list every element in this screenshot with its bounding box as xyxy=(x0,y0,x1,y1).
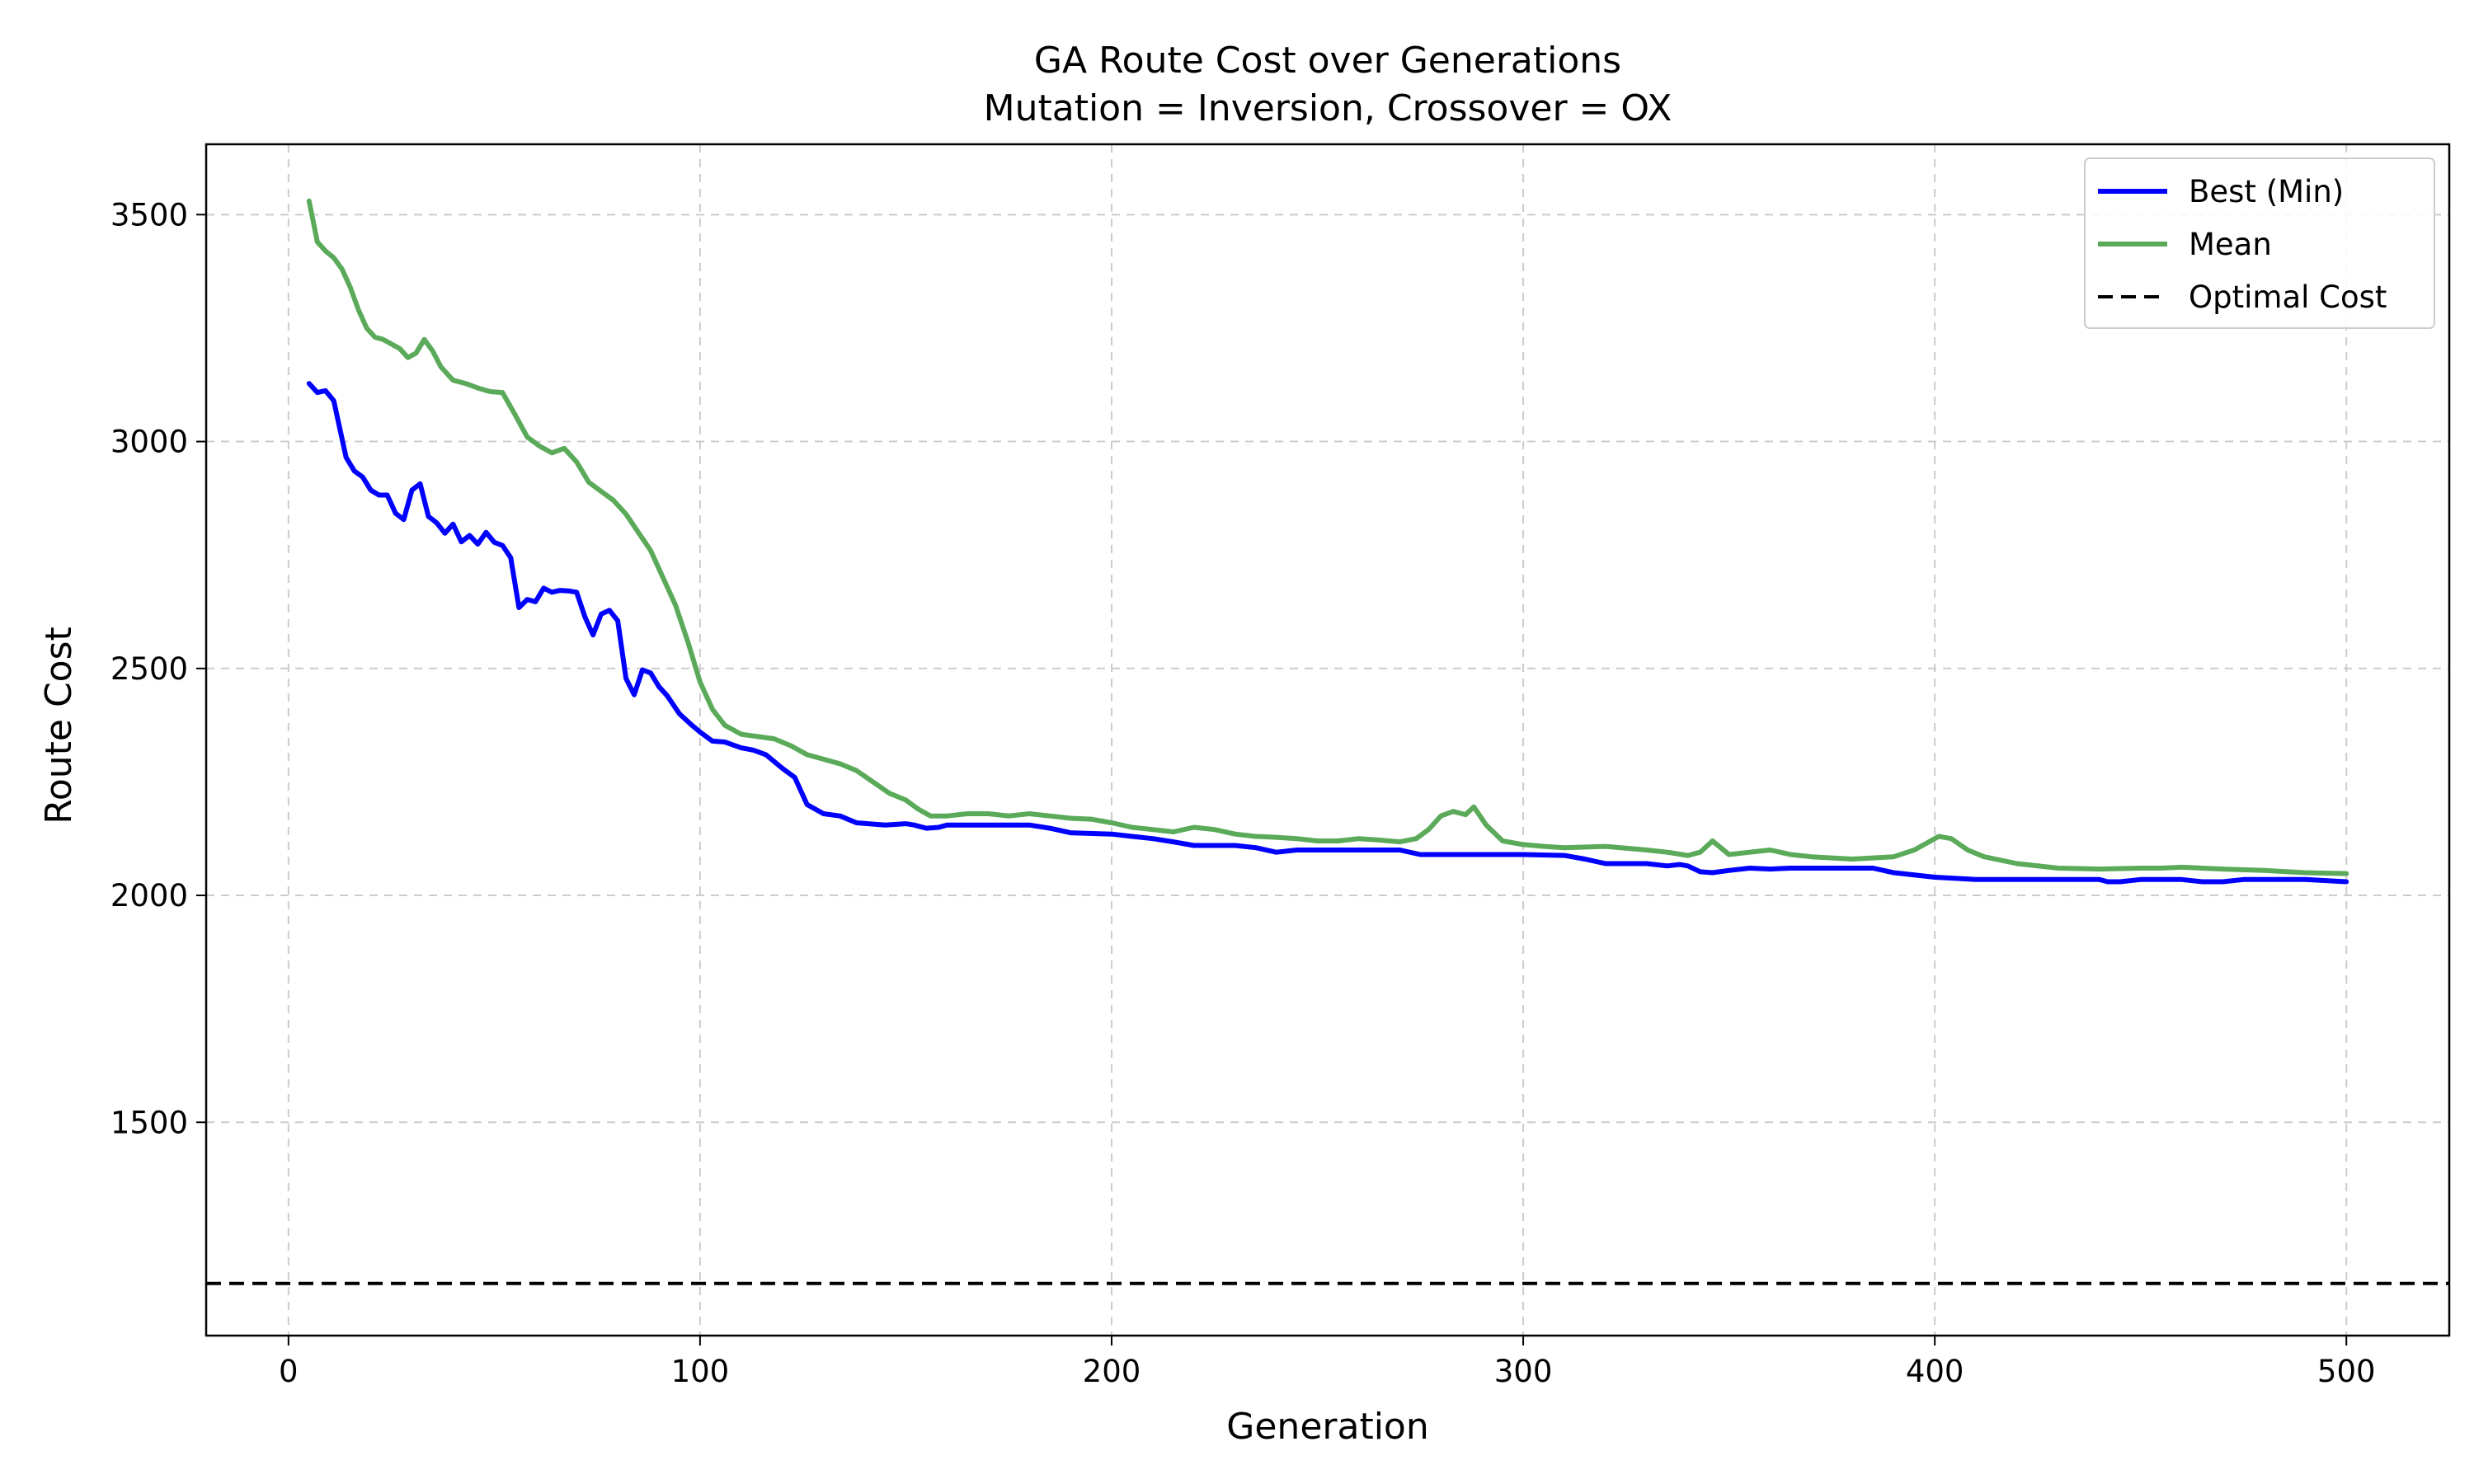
legend-label-mean: Mean xyxy=(2189,227,2272,262)
x-tick-label: 200 xyxy=(1083,1354,1141,1389)
y-axis-label: Route Cost xyxy=(38,627,80,824)
series-best-min-line xyxy=(306,381,2349,885)
y-tick-label: 2500 xyxy=(111,651,188,687)
legend-label-optimal-cost: Optimal Cost xyxy=(2189,279,2387,315)
x-tick-label: 0 xyxy=(279,1354,299,1389)
y-tick-label: 2000 xyxy=(111,878,188,913)
legend-box xyxy=(2084,157,2435,329)
x-tick-label: 400 xyxy=(1906,1354,1964,1389)
y-tick-label: 3500 xyxy=(111,197,188,232)
legend-label-best-min: Best (Min) xyxy=(2189,174,2344,209)
grid-lines xyxy=(206,144,2449,1336)
x-tick-label: 100 xyxy=(671,1354,730,1389)
x-axis-label: Generation xyxy=(1226,1406,1428,1448)
chart-subtitle: Mutation = Inversion, Crossover = OX xyxy=(984,87,1672,129)
y-tick-label: 3000 xyxy=(111,425,188,460)
series-mean-line xyxy=(306,198,2349,876)
x-axis: 0 100 200 300 400 500 xyxy=(279,1336,2376,1389)
y-axis: 1500 2000 2500 3000 3500 xyxy=(111,197,206,1140)
legend: Best (Min) Mean Optimal Cost xyxy=(2084,157,2435,329)
plot-lines xyxy=(206,198,2449,1285)
x-tick-label: 300 xyxy=(1494,1354,1553,1389)
y-tick-label: 1500 xyxy=(111,1105,188,1140)
chart-title: GA Route Cost over Generations xyxy=(1034,40,1621,82)
x-tick-label: 500 xyxy=(2317,1354,2376,1389)
plot-frame xyxy=(205,143,2451,1337)
